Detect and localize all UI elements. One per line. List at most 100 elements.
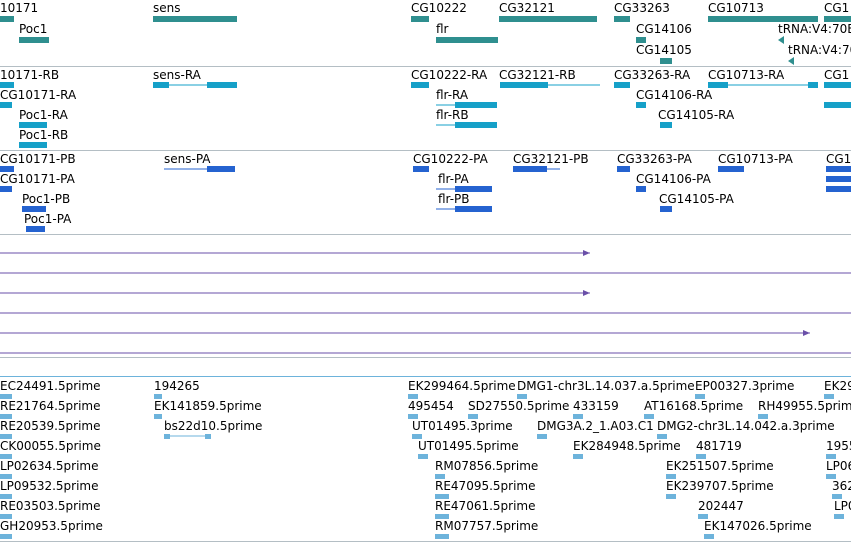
gene-glyph[interactable] (614, 16, 630, 22)
est-label: DMG2-chr3L.14.042.a.3prime (657, 419, 835, 433)
est-glyph[interactable] (0, 414, 12, 419)
est-label: 362 (832, 479, 851, 493)
cds-glyph[interactable] (22, 206, 46, 212)
est-glyph[interactable] (435, 534, 449, 539)
est-glyph[interactable] (408, 394, 418, 399)
cds-glyph[interactable] (455, 206, 492, 212)
transcript-label: CG10222-RA (411, 68, 488, 82)
cds-glyph[interactable] (636, 186, 646, 192)
transcript-glyph[interactable] (0, 82, 14, 88)
est-glyph[interactable] (435, 514, 449, 519)
est-glyph[interactable] (758, 414, 768, 419)
transcript-glyph[interactable] (636, 102, 646, 108)
est-label: DMG1-chr3L.14.037.a.5prime (517, 379, 695, 393)
gene-glyph[interactable] (708, 16, 818, 22)
cds-glyph[interactable] (26, 226, 45, 232)
est-glyph[interactable] (832, 494, 842, 499)
est-glyph[interactable] (412, 434, 422, 439)
est-glyph[interactable] (644, 414, 654, 419)
gene-glyph[interactable] (499, 16, 597, 22)
est-glyph[interactable] (824, 394, 834, 399)
est-glyph[interactable] (698, 514, 708, 519)
est-glyph[interactable] (435, 474, 445, 479)
transcript-glyph[interactable] (455, 102, 497, 108)
transcript-label: 10171-RB (0, 68, 60, 82)
gene-glyph[interactable] (824, 16, 851, 22)
gene-glyph[interactable] (636, 37, 646, 43)
track-divider (0, 357, 851, 358)
est-glyph[interactable] (154, 414, 162, 419)
cds-glyph[interactable] (718, 166, 744, 172)
gene-glyph[interactable] (411, 16, 429, 22)
cds-glyph[interactable] (207, 166, 235, 172)
gene-label: CG14105 (636, 43, 692, 57)
gene-glyph[interactable] (19, 37, 49, 43)
cds-glyph[interactable] (826, 166, 851, 172)
transcript-glyph[interactable] (500, 82, 548, 88)
transcript-glyph[interactable] (19, 142, 47, 148)
est-glyph[interactable] (205, 434, 211, 439)
transcript-label: CG32121-RB (499, 68, 576, 82)
est-label: UT01495.5prime (418, 439, 519, 453)
est-label: bs22d10.5prime (164, 419, 263, 433)
cds-glyph[interactable] (513, 166, 547, 172)
gene-glyph[interactable] (153, 16, 237, 22)
transcript-glyph[interactable] (153, 82, 169, 88)
est-glyph[interactable] (0, 494, 12, 499)
est-glyph[interactable] (666, 494, 676, 499)
est-glyph[interactable] (0, 434, 12, 439)
cds-glyph[interactable] (826, 176, 851, 182)
est-glyph[interactable] (695, 394, 705, 399)
est-glyph[interactable] (164, 434, 170, 439)
gene-glyph[interactable] (0, 16, 14, 22)
est-glyph[interactable] (435, 494, 449, 499)
transcript-glyph[interactable] (660, 122, 672, 128)
trna-glyph[interactable] (778, 36, 784, 44)
est-label: LP02634.5prime (0, 459, 99, 473)
est-label: EK239707.5prime (666, 479, 774, 493)
est-glyph[interactable] (696, 454, 706, 459)
cds-glyph[interactable] (826, 186, 851, 192)
est-glyph[interactable] (154, 394, 162, 399)
transcript-glyph[interactable] (614, 82, 630, 88)
est-glyph[interactable] (573, 454, 583, 459)
est-glyph[interactable] (704, 534, 714, 539)
transcript-glyph[interactable] (207, 82, 237, 88)
cds-glyph[interactable] (660, 206, 672, 212)
est-glyph[interactable] (418, 454, 428, 459)
cds-glyph[interactable] (455, 186, 492, 192)
est-label: 202447 (698, 499, 744, 513)
transcript-glyph[interactable] (0, 102, 12, 108)
cds-glyph[interactable] (617, 166, 630, 172)
transcript-glyph[interactable] (824, 82, 851, 88)
transcript-glyph[interactable] (808, 82, 818, 88)
est-glyph[interactable] (657, 434, 667, 439)
gene-glyph[interactable] (436, 37, 498, 43)
est-glyph[interactable] (0, 454, 12, 459)
transcript-glyph[interactable] (19, 122, 47, 128)
est-glyph[interactable] (537, 434, 547, 439)
est-glyph[interactable] (573, 414, 583, 419)
gene-glyph[interactable] (660, 58, 672, 64)
cds-glyph[interactable] (413, 166, 429, 172)
est-glyph[interactable] (468, 414, 478, 419)
est-glyph[interactable] (0, 394, 12, 399)
cds-glyph[interactable] (0, 186, 12, 192)
est-label: UT01495.3prime (412, 419, 513, 433)
est-glyph[interactable] (0, 474, 12, 479)
est-glyph[interactable] (826, 474, 836, 479)
est-glyph[interactable] (408, 414, 418, 419)
est-glyph[interactable] (0, 514, 12, 519)
protein-label: flr-PA (438, 172, 469, 186)
cds-glyph[interactable] (0, 166, 14, 172)
est-glyph[interactable] (0, 534, 12, 539)
trna-glyph[interactable] (788, 57, 794, 65)
transcript-glyph[interactable] (708, 82, 728, 88)
est-glyph[interactable] (517, 394, 527, 399)
est-glyph[interactable] (666, 474, 676, 479)
est-glyph[interactable] (834, 514, 844, 519)
transcript-glyph[interactable] (411, 82, 429, 88)
transcript-glyph[interactable] (455, 122, 497, 128)
transcript-glyph[interactable] (824, 102, 851, 108)
est-glyph[interactable] (826, 454, 836, 459)
